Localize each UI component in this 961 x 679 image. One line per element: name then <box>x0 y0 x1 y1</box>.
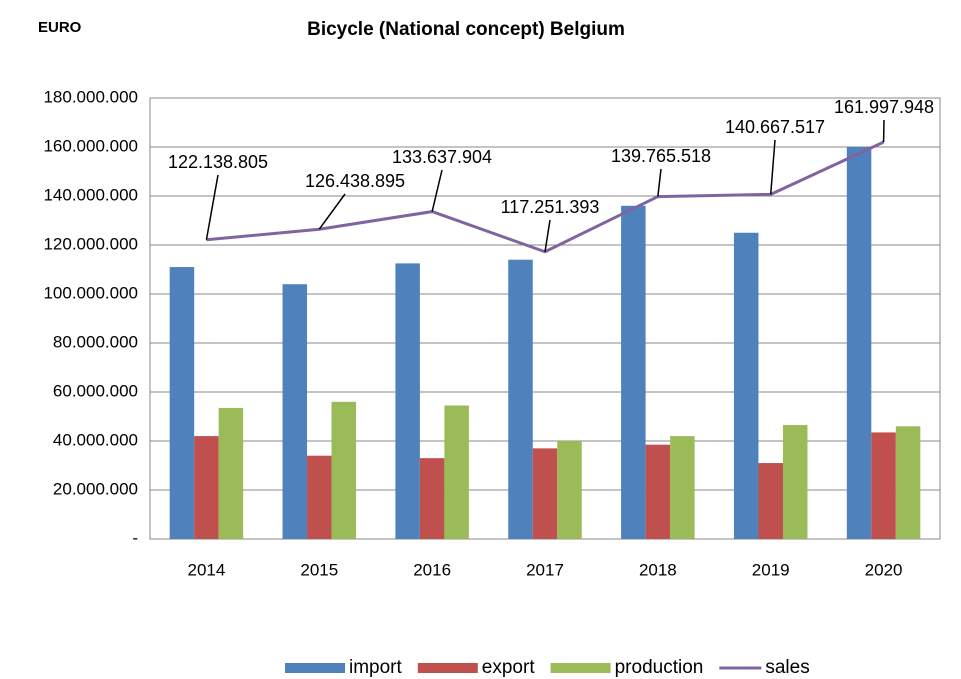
x-tick-label: 2019 <box>752 560 790 579</box>
y-tick-label: 140.000.000 <box>43 185 138 204</box>
bar <box>733 232 759 539</box>
x-tick-label: 2017 <box>526 560 564 579</box>
legend-label: production <box>615 657 704 678</box>
y-tick-label: - <box>132 528 138 547</box>
legend-swatch <box>550 663 611 673</box>
y-tick-label: 20.000.000 <box>53 479 138 498</box>
x-tick-label: 2014 <box>188 560 226 579</box>
bar <box>419 458 445 539</box>
y-axis-label: EURO <box>38 19 82 36</box>
y-tick-label: 160.000.000 <box>43 136 138 155</box>
bar <box>895 426 921 539</box>
data-label: 139.765.518 <box>611 146 711 166</box>
data-label: 133.637.904 <box>392 147 492 167</box>
bar <box>444 405 469 539</box>
leader-line <box>657 168 662 197</box>
bar <box>782 425 808 539</box>
bar <box>169 267 195 539</box>
y-tick-label: 180.000.000 <box>43 87 138 106</box>
bar <box>846 147 872 539</box>
leader-line <box>318 193 346 230</box>
bar <box>645 444 671 539</box>
legend-swatch <box>285 663 345 673</box>
bar <box>508 259 533 539</box>
bar <box>871 432 896 539</box>
x-tick-label: 2015 <box>300 560 338 579</box>
legend-label: sales <box>765 657 809 678</box>
legend-label: export <box>482 657 536 678</box>
y-tick-label: 80.000.000 <box>53 332 138 351</box>
x-tick-label: 2020 <box>865 560 903 579</box>
y-tick-label: 60.000.000 <box>53 381 138 400</box>
y-tick-label: 100.000.000 <box>43 283 138 302</box>
data-label: 122.138.805 <box>168 152 268 172</box>
bar <box>532 448 558 539</box>
data-label: 161.997.948 <box>834 97 934 117</box>
legend-label: import <box>349 657 403 678</box>
bar <box>307 455 332 539</box>
leader-line <box>544 219 551 252</box>
chart-title: Bicycle (National concept) Belgium <box>307 19 625 40</box>
legend-swatch <box>417 663 478 673</box>
bar <box>218 407 244 539</box>
bar <box>194 436 219 539</box>
data-label: 117.251.393 <box>501 197 600 217</box>
data-label: 126.438.895 <box>305 171 405 191</box>
y-tick-label: 120.000.000 <box>43 234 138 253</box>
bar <box>621 205 646 540</box>
data-label: 140.667.517 <box>725 117 825 137</box>
bar <box>395 263 420 539</box>
y-tick-label: 40.000.000 <box>53 430 138 449</box>
bar <box>331 401 357 539</box>
leader-line <box>431 169 443 212</box>
bar <box>758 463 783 539</box>
bar <box>282 284 308 539</box>
bar <box>557 441 582 539</box>
leader-line <box>769 139 776 195</box>
bar <box>670 436 695 539</box>
leader-line <box>205 174 219 240</box>
x-tick-label: 2018 <box>639 560 677 579</box>
x-tick-label: 2016 <box>413 560 451 579</box>
